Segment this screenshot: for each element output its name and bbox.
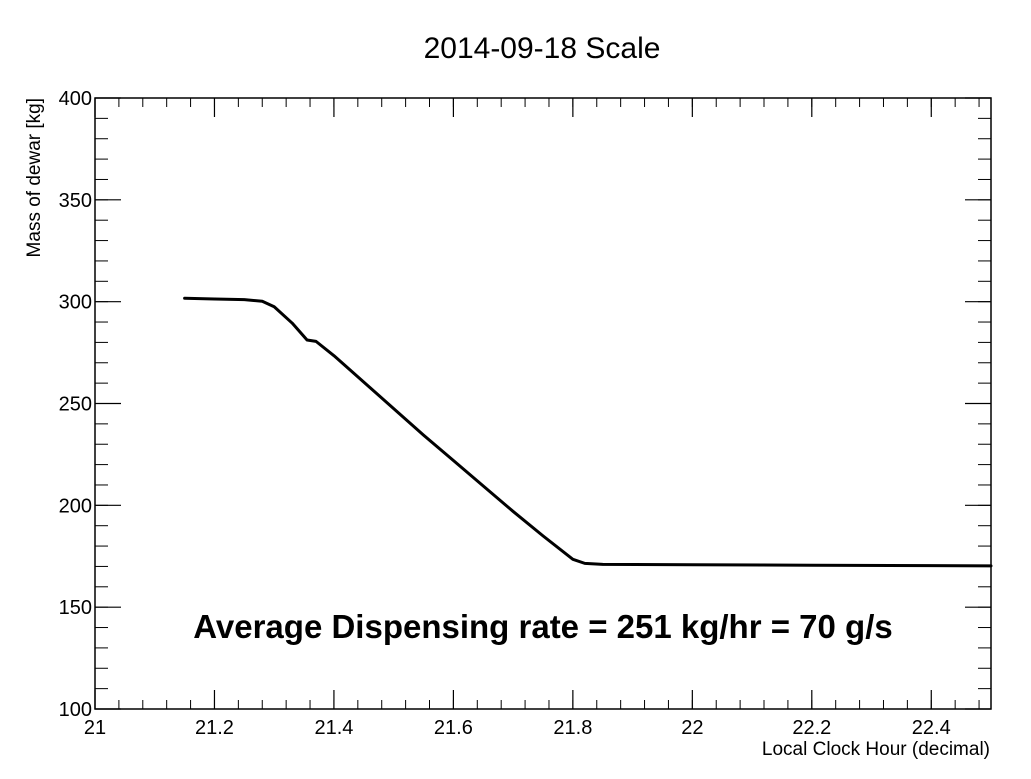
x-axis: 21 21.2 21.4 21.6 21.8 22 22.2 22.4 — [84, 98, 980, 739]
x-tick-label: 21.4 — [314, 717, 353, 739]
series-line-dewar-mass — [183, 296, 993, 568]
chart-title: 2014-09-18 Scale — [424, 32, 661, 65]
x-tick-label: 21.2 — [195, 717, 234, 739]
x-tick-label: 21.8 — [553, 717, 592, 739]
x-tick-label: 21 — [84, 717, 106, 739]
series-layer — [183, 296, 993, 568]
y-tick-label: 400 — [59, 88, 92, 110]
y-tick-label: 150 — [59, 597, 92, 619]
y-axis: 100 150 200 250 300 350 400 — [59, 88, 991, 721]
dispensing-rate-annotation: Average Dispensing rate = 251 kg/hr = 70… — [193, 608, 892, 645]
x-tick-label: 22.4 — [912, 717, 951, 739]
y-tick-label: 250 — [59, 394, 92, 416]
x-tick-label: 22.2 — [792, 717, 831, 739]
y-tick-label: 300 — [59, 292, 92, 314]
y-tick-label: 200 — [59, 495, 92, 517]
x-axis-title: Local Clock Hour (decimal) — [762, 739, 990, 760]
y-tick-label: 350 — [59, 190, 92, 212]
y-tick-label: 100 — [59, 699, 92, 721]
y-axis-title: Mass of dewar [kg] — [24, 98, 45, 257]
x-tick-label: 21.6 — [434, 717, 473, 739]
x-tick-label: 22 — [681, 717, 703, 739]
